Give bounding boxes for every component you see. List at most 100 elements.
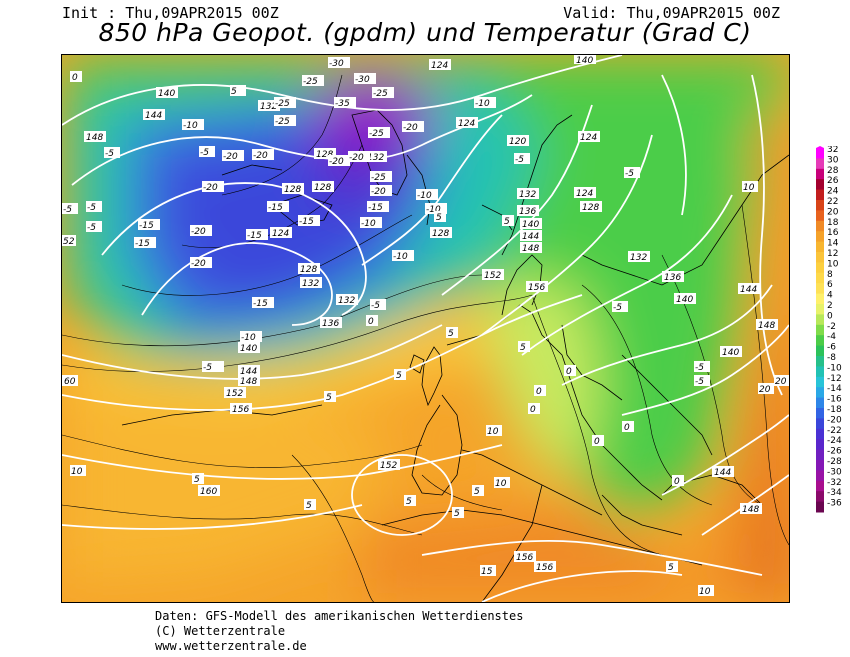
svg-text:-5: -5 — [203, 363, 212, 373]
legend-label: -30 — [827, 467, 842, 477]
svg-text:132: 132 — [519, 190, 536, 200]
legend-swatch — [816, 304, 824, 315]
svg-text:152: 152 — [226, 389, 243, 399]
svg-text:0: 0 — [674, 477, 680, 487]
svg-text:10: 10 — [487, 427, 499, 437]
legend-swatch — [816, 491, 824, 503]
svg-text:5: 5 — [306, 501, 312, 511]
svg-text:144: 144 — [240, 367, 257, 377]
svg-text:-5: -5 — [200, 148, 209, 158]
svg-text:148: 148 — [522, 244, 539, 254]
legend-swatch — [816, 314, 824, 326]
footer-copyright: (C) Wetterzentrale — [155, 624, 286, 638]
legend-swatch — [816, 439, 824, 451]
svg-text:-10: -10 — [241, 333, 256, 343]
legend-swatch — [816, 418, 824, 430]
legend-swatch — [816, 210, 824, 222]
svg-text:-5: -5 — [695, 363, 704, 373]
legend-swatch — [816, 408, 824, 419]
legend-label: 14 — [827, 239, 839, 249]
svg-text:5: 5 — [406, 497, 412, 507]
legend-label: 22 — [827, 197, 838, 207]
legend-label: 10 — [827, 259, 839, 269]
svg-text:-5: -5 — [371, 301, 380, 311]
svg-text:136: 136 — [519, 207, 536, 217]
svg-text:5: 5 — [454, 509, 460, 519]
svg-text:5: 5 — [436, 213, 442, 223]
legend-swatch — [816, 158, 824, 170]
svg-text:-5: -5 — [63, 205, 72, 215]
svg-text:5: 5 — [504, 217, 510, 227]
svg-text:-5: -5 — [625, 169, 634, 179]
legend-label: -34 — [827, 488, 842, 498]
legend-canvas: 32302826242220181614121086420-2-4-6-8-10… — [816, 145, 842, 513]
svg-text:132: 132 — [338, 296, 355, 306]
svg-text:5: 5 — [326, 393, 332, 403]
svg-text:-30: -30 — [329, 59, 344, 69]
svg-text:140: 140 — [722, 348, 739, 358]
svg-text:0: 0 — [566, 367, 572, 377]
svg-text:10: 10 — [743, 183, 755, 193]
svg-text:-10: -10 — [426, 205, 441, 215]
svg-text:-20: -20 — [403, 123, 418, 133]
geopotential-label: 140 144 148 132 124 128 128 128 132 124 … — [62, 55, 778, 573]
svg-text:-25: -25 — [303, 77, 318, 87]
legend-label: 18 — [827, 218, 839, 228]
svg-text:144: 144 — [145, 111, 162, 121]
svg-text:140: 140 — [676, 295, 693, 305]
valid-timestamp: Valid: Thu,09APR2015 00Z — [563, 4, 780, 22]
svg-text:-5: -5 — [695, 377, 704, 387]
svg-text:128: 128 — [300, 265, 317, 275]
svg-text:0: 0 — [536, 387, 542, 397]
legend-label: -10 — [827, 363, 842, 373]
legend-swatch — [816, 366, 824, 378]
legend-swatch — [816, 283, 824, 295]
legend-swatch — [816, 356, 824, 367]
svg-text:128: 128 — [314, 183, 331, 193]
svg-text:140: 140 — [158, 89, 175, 99]
legend-swatch — [816, 376, 824, 388]
svg-text:-15: -15 — [299, 217, 314, 227]
temperature-isotherms — [62, 74, 789, 602]
svg-text:140: 140 — [522, 220, 539, 230]
svg-text:144: 144 — [714, 468, 731, 478]
legend-swatch — [816, 252, 824, 263]
legend-swatch — [816, 345, 824, 357]
legend-swatch — [816, 324, 824, 336]
svg-text:0: 0 — [530, 405, 536, 415]
svg-text:-5: -5 — [87, 203, 96, 213]
legend-swatch — [816, 241, 824, 253]
legend-swatch — [816, 179, 824, 191]
svg-text:5: 5 — [396, 371, 402, 381]
svg-text:124: 124 — [458, 119, 475, 129]
svg-text:128: 128 — [582, 203, 599, 213]
svg-text:140: 140 — [576, 56, 593, 66]
svg-text:-20: -20 — [191, 227, 206, 237]
svg-text:-25: -25 — [275, 117, 290, 127]
svg-text:5: 5 — [520, 343, 526, 353]
legend-label: -6 — [827, 343, 836, 353]
svg-text:10: 10 — [495, 479, 507, 489]
svg-text:-10: -10 — [417, 191, 432, 201]
map-canvas: 140 144 148 132 124 128 128 128 132 124 … — [62, 55, 789, 602]
legend-label: -28 — [827, 457, 842, 467]
legend-label: -32 — [827, 478, 842, 488]
legend-swatch — [816, 428, 824, 440]
svg-text:-5: -5 — [105, 149, 114, 159]
legend-label: 16 — [827, 228, 839, 238]
temperature-label: 0 -5 -10 -5 -20 -20 5 -25 -30 -30 -35 -2… — [62, 57, 789, 597]
svg-text:-35: -35 — [335, 99, 350, 109]
svg-text:156: 156 — [516, 553, 533, 563]
svg-text:124: 124 — [431, 61, 448, 71]
legend-swatch — [816, 335, 824, 347]
legend-label: 26 — [827, 176, 839, 186]
svg-text:-10: -10 — [361, 219, 376, 229]
svg-text:-15: -15 — [268, 203, 283, 213]
legend-label: 4 — [827, 291, 833, 301]
svg-text:0: 0 — [594, 437, 600, 447]
svg-text:144: 144 — [740, 285, 757, 295]
svg-text:132: 132 — [367, 153, 384, 163]
legend-label: 28 — [827, 166, 839, 176]
svg-text:156: 156 — [536, 563, 553, 573]
svg-text:124: 124 — [576, 189, 593, 199]
